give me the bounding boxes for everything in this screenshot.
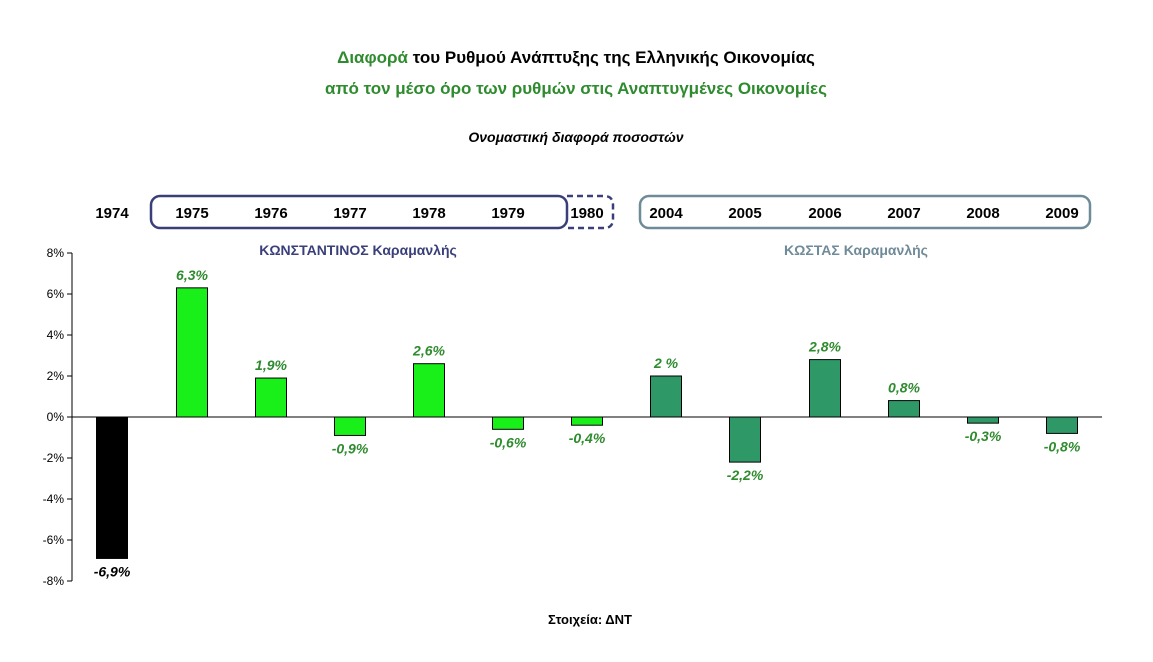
group-frame-1980-dashed (567, 194, 615, 230)
data-label-1980: -0,4% (569, 430, 606, 446)
year-label-2008: 2008 (966, 205, 999, 222)
bar-2008 (967, 416, 999, 424)
group-label-kostas: ΚΩΣΤΑΣ Καραμανλής (784, 242, 928, 258)
chart-title-line1: Διαφορά του Ρυθμού Ανάπτυξης της Ελληνικ… (337, 48, 815, 67)
year-label-1980: 1980 (570, 205, 603, 222)
year-label-1979: 1979 (491, 205, 524, 222)
plot-area: 8% 6% 4% 2% 0% -2% -4% -6% -8% -6,9% 6,3% 1,9% -0,9%… (43, 246, 1102, 588)
data-label-1979: -0,6% (490, 434, 527, 450)
data-label-2004: 2 % (653, 355, 679, 371)
y-tick-label: -2% (43, 451, 65, 465)
bar-1976 (255, 377, 287, 418)
year-label-2009: 2009 (1045, 205, 1078, 222)
y-tick-label: 2% (47, 369, 65, 383)
data-label-2007: 0,8% (888, 380, 920, 396)
bar-1980 (571, 416, 603, 426)
source-note: Στοιχεία: ΔΝΤ (548, 612, 632, 627)
chart-subtitle: Ονομαστική διαφορά ποσοστών (468, 129, 683, 145)
chart-title-line2: από τον μέσο όρο των ρυθμών στις Αναπτυγ… (325, 79, 827, 98)
year-label-1978: 1978 (412, 205, 445, 222)
data-label-2008: -0,3% (965, 428, 1002, 444)
year-label-1976: 1976 (254, 205, 287, 222)
y-tick-label: -8% (43, 574, 65, 588)
year-label-2005: 2005 (728, 205, 761, 222)
data-label-2005: -2,2% (727, 467, 764, 483)
data-label-1974: -6,9% (94, 563, 131, 579)
year-label-2004: 2004 (649, 205, 683, 222)
bar-1975 (176, 287, 208, 418)
y-tick-label: 0% (47, 410, 65, 424)
group-frame-1975-1980 (149, 194, 569, 230)
y-tick-label: -4% (43, 492, 65, 506)
bar-1977 (334, 416, 366, 436)
year-label-2007: 2007 (887, 205, 920, 222)
data-label-1978: 2,6% (412, 343, 445, 359)
bar-2009 (1046, 416, 1078, 434)
data-label-1977: -0,9% (332, 440, 369, 456)
data-label-1976: 1,9% (255, 357, 287, 373)
bar-2004 (650, 375, 682, 418)
bar-2007 (888, 400, 920, 418)
year-label-1974: 1974 (95, 205, 129, 222)
y-tick-label: -6% (43, 533, 65, 547)
y-tick-label: 8% (47, 246, 65, 260)
group-label-konstantinos: ΚΩΝΣΤΑΝΤΙΝΟΣ Καραμανλής (259, 242, 457, 258)
y-tick-label: 6% (47, 287, 65, 301)
bar-1979 (492, 416, 524, 430)
bar-1974 (96, 416, 128, 559)
year-label-1975: 1975 (175, 205, 208, 222)
year-label-2006: 2006 (808, 205, 841, 222)
y-tick-label: 4% (47, 328, 65, 342)
group-frame-2004-2009 (638, 194, 1092, 230)
bar-1978 (413, 363, 445, 418)
bar-2006 (809, 359, 841, 418)
bar-2005 (729, 416, 761, 463)
year-label-1977: 1977 (333, 205, 366, 222)
data-label-1975: 6,3% (176, 267, 208, 283)
data-label-2006: 2,8% (808, 339, 841, 355)
data-label-2009: -0,8% (1044, 438, 1081, 454)
